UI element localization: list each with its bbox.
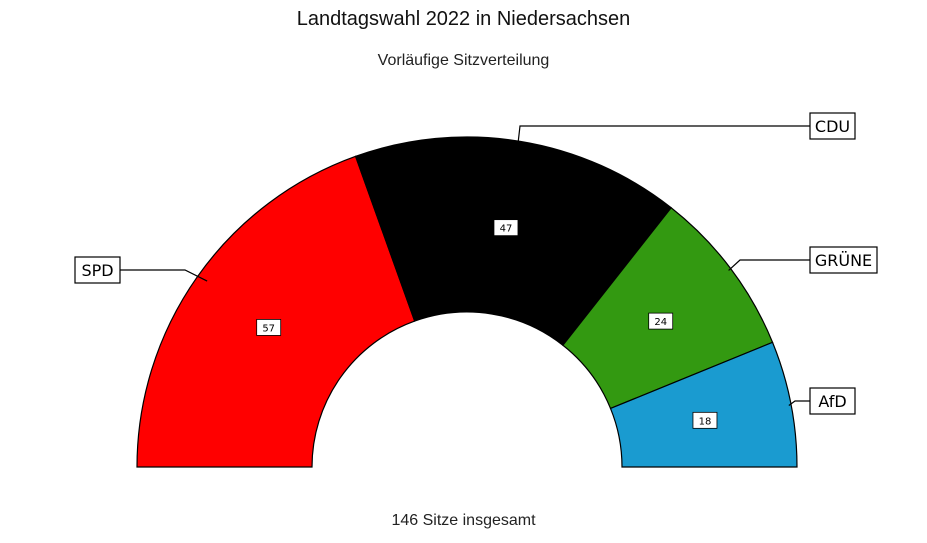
value-box-afd bbox=[692, 411, 718, 429]
leader-line-cdu bbox=[517, 125, 810, 144]
leader-line-afd bbox=[788, 400, 810, 406]
leader-line-grne bbox=[728, 259, 810, 271]
value-box-grne bbox=[648, 312, 674, 330]
value-label-spd: 57 bbox=[262, 323, 275, 334]
total-seats-label: 146 Sitze insgesamt bbox=[391, 512, 536, 529]
segment-spd bbox=[136, 155, 416, 468]
chart-subtitle: Vorläufige Sitzverteilung bbox=[377, 52, 550, 69]
value-label-afd: 18 bbox=[699, 416, 712, 427]
chart-title: Landtagswahl 2022 in Niedersachsen bbox=[296, 8, 631, 30]
party-box-cdu bbox=[809, 112, 856, 140]
value-box-cdu bbox=[493, 219, 519, 237]
party-box-afd bbox=[809, 387, 856, 415]
leader-line-spd bbox=[120, 269, 208, 282]
value-label-grne: 24 bbox=[654, 317, 667, 328]
value-box-spd bbox=[256, 319, 282, 336]
party-label-spd: SPD bbox=[81, 261, 113, 280]
segment-afd bbox=[609, 341, 798, 468]
party-box-grne bbox=[809, 246, 878, 274]
party-label-cdu: CDU bbox=[815, 117, 850, 136]
party-box-spd bbox=[74, 256, 121, 284]
value-label-cdu: 47 bbox=[500, 224, 513, 235]
party-label-grne: GRÜNE bbox=[815, 251, 872, 270]
segment-cdu bbox=[354, 136, 673, 347]
party-label-afd: AfD bbox=[818, 392, 846, 411]
